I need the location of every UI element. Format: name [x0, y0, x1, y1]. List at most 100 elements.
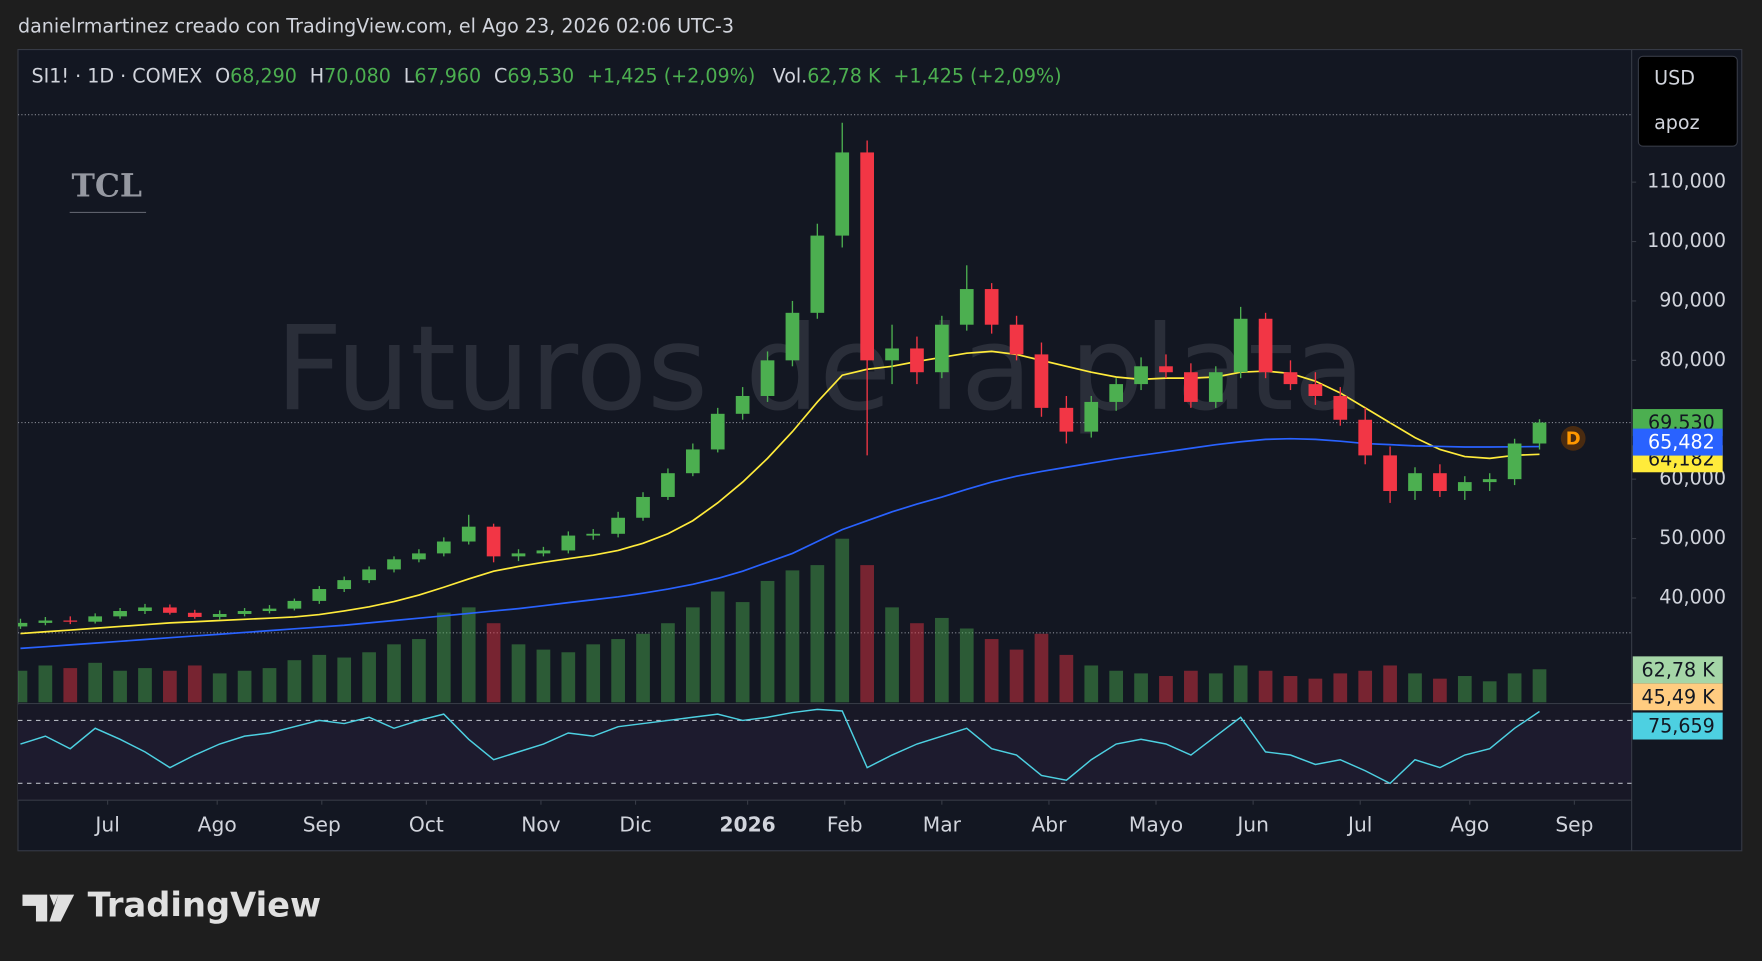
x-tick-label: Ago [198, 813, 237, 837]
volume-bar [810, 565, 825, 703]
volume-bar [561, 652, 576, 703]
volume-bar [88, 662, 103, 703]
candle-body [387, 559, 401, 570]
candle-body [63, 620, 78, 622]
volume-bar [1208, 673, 1223, 703]
rsi-tag-bg [1632, 712, 1723, 740]
candle-body [536, 550, 551, 554]
candle-body [885, 348, 899, 361]
candle-body [287, 600, 302, 609]
candle-body [436, 541, 451, 554]
candle-body [17, 622, 28, 627]
volume-bar [511, 644, 526, 703]
volume-tag: 62,78 K [1642, 658, 1716, 681]
volume-bar [362, 652, 376, 703]
volume-bar [835, 538, 850, 703]
candle-body [1084, 401, 1099, 432]
rsi-band [17, 720, 1632, 784]
volume-bar [1283, 676, 1298, 703]
volume-bar [1408, 673, 1422, 703]
x-tick-label: Jun [1235, 813, 1269, 837]
volume-tag-bg [1632, 656, 1723, 684]
change: +1,425 (+2,09%) [587, 64, 755, 87]
candle-body [312, 589, 327, 601]
candle-body [586, 533, 601, 536]
high: 70,080 [324, 64, 391, 87]
volume-bar [63, 668, 78, 703]
volume-bar [685, 607, 700, 703]
candle-body [636, 496, 650, 518]
volume-bar [1134, 673, 1148, 703]
candle-body [412, 553, 426, 560]
volume-bar [935, 617, 949, 703]
volume-bar [1457, 676, 1472, 703]
close: 69,530 [507, 64, 574, 87]
x-tick-label: Nov [521, 813, 560, 837]
volume-bar [959, 628, 974, 703]
candle-body [935, 324, 949, 373]
candle-body [262, 608, 277, 612]
x-tick-label: Mar [923, 813, 962, 837]
volume-bar [163, 670, 177, 703]
logo: TCL [71, 167, 142, 204]
open: 68,290 [230, 64, 297, 87]
volume-bar [287, 660, 302, 703]
volume-bar [860, 565, 874, 703]
y-tick-label: 100,000 [1647, 229, 1726, 252]
volume-bar [636, 633, 650, 703]
volume-bar [436, 612, 451, 703]
candle-body [1408, 473, 1422, 492]
legend: SI1! · 1D · COMEX O68,290 H70,080 L67,96… [31, 64, 1061, 87]
volume-bar [885, 607, 899, 703]
volume-bar [1009, 649, 1024, 703]
candle-body [237, 611, 252, 614]
candle-body [1159, 366, 1173, 373]
close-tag: 69,530 [1648, 411, 1715, 434]
y-tick-label: 40,000 [1659, 585, 1726, 608]
volume-bar [461, 607, 476, 703]
volume-bar [1308, 678, 1323, 703]
candle-body [1383, 455, 1397, 492]
volume-bar [312, 654, 327, 703]
volume-bar [984, 639, 999, 703]
y-tick-label: 50,000 [1659, 526, 1726, 549]
volume-bar [1358, 670, 1373, 703]
candle-body [1184, 372, 1198, 402]
candle-body [710, 413, 725, 450]
candle-body [1258, 318, 1273, 373]
rsi-line [20, 708, 1540, 785]
volume-bar [1333, 673, 1348, 703]
candle-body [511, 553, 526, 557]
y-tick-label: 80,000 [1659, 348, 1726, 371]
candle-body [984, 289, 999, 325]
x-tick-label: Jul [1346, 813, 1372, 837]
candle-body [187, 612, 202, 617]
credit: danielrmartinez creado con TradingView.c… [18, 15, 734, 38]
unit[interactable]: apoz [1654, 111, 1700, 134]
price-pane [17, 122, 1632, 703]
candle-body [337, 580, 352, 590]
currency-button[interactable] [1637, 55, 1738, 147]
volume-bar [212, 673, 227, 703]
volume-bar [1084, 665, 1099, 703]
low: 67,960 [414, 64, 481, 87]
candle-body [1134, 366, 1148, 385]
moving-average [20, 437, 1540, 650]
volume-bar [661, 623, 675, 703]
x-tick-label: Sep [303, 813, 341, 837]
candle-body [1433, 473, 1447, 492]
candle-body [611, 517, 625, 534]
badge-bg[interactable] [1560, 425, 1586, 451]
volume-bar [187, 665, 202, 703]
x-tick-label: Feb [827, 813, 863, 837]
candle-body [486, 526, 501, 557]
candle-body [1507, 443, 1522, 480]
volume-bar [1482, 681, 1497, 703]
badge[interactable]: D [1566, 428, 1581, 449]
candle-body [1482, 479, 1497, 483]
open-key: O [215, 64, 230, 87]
currency[interactable]: USD [1654, 66, 1695, 89]
x-tick-label: Ago [1450, 813, 1489, 837]
